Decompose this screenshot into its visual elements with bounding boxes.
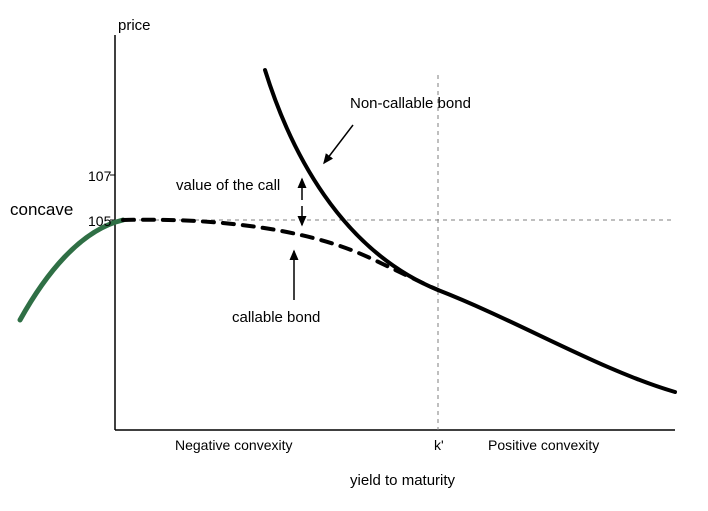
negative-convexity-label: Negative convexity: [175, 437, 293, 453]
kprime-label: k': [434, 437, 444, 453]
value-of-call-label: value of the call: [176, 177, 280, 194]
bond-convexity-chart: price yield to maturity Non-callable bon…: [0, 0, 708, 511]
noncallable-arrow: [324, 125, 353, 163]
y-axis-title: price: [118, 17, 151, 34]
x-axis-title: yield to maturity: [350, 472, 456, 489]
concave-extension-curve: [20, 220, 123, 320]
callable-label: callable bond: [232, 309, 320, 326]
tick-107-label: 107: [88, 168, 112, 184]
tick-105-label: 105: [88, 213, 112, 229]
noncallable-bond-curve: [265, 70, 675, 392]
positive-convexity-label: Positive convexity: [488, 437, 599, 453]
noncallable-label: Non-callable bond: [350, 95, 471, 112]
callable-bond-curve: [123, 220, 438, 290]
concave-label: concave: [10, 200, 73, 219]
